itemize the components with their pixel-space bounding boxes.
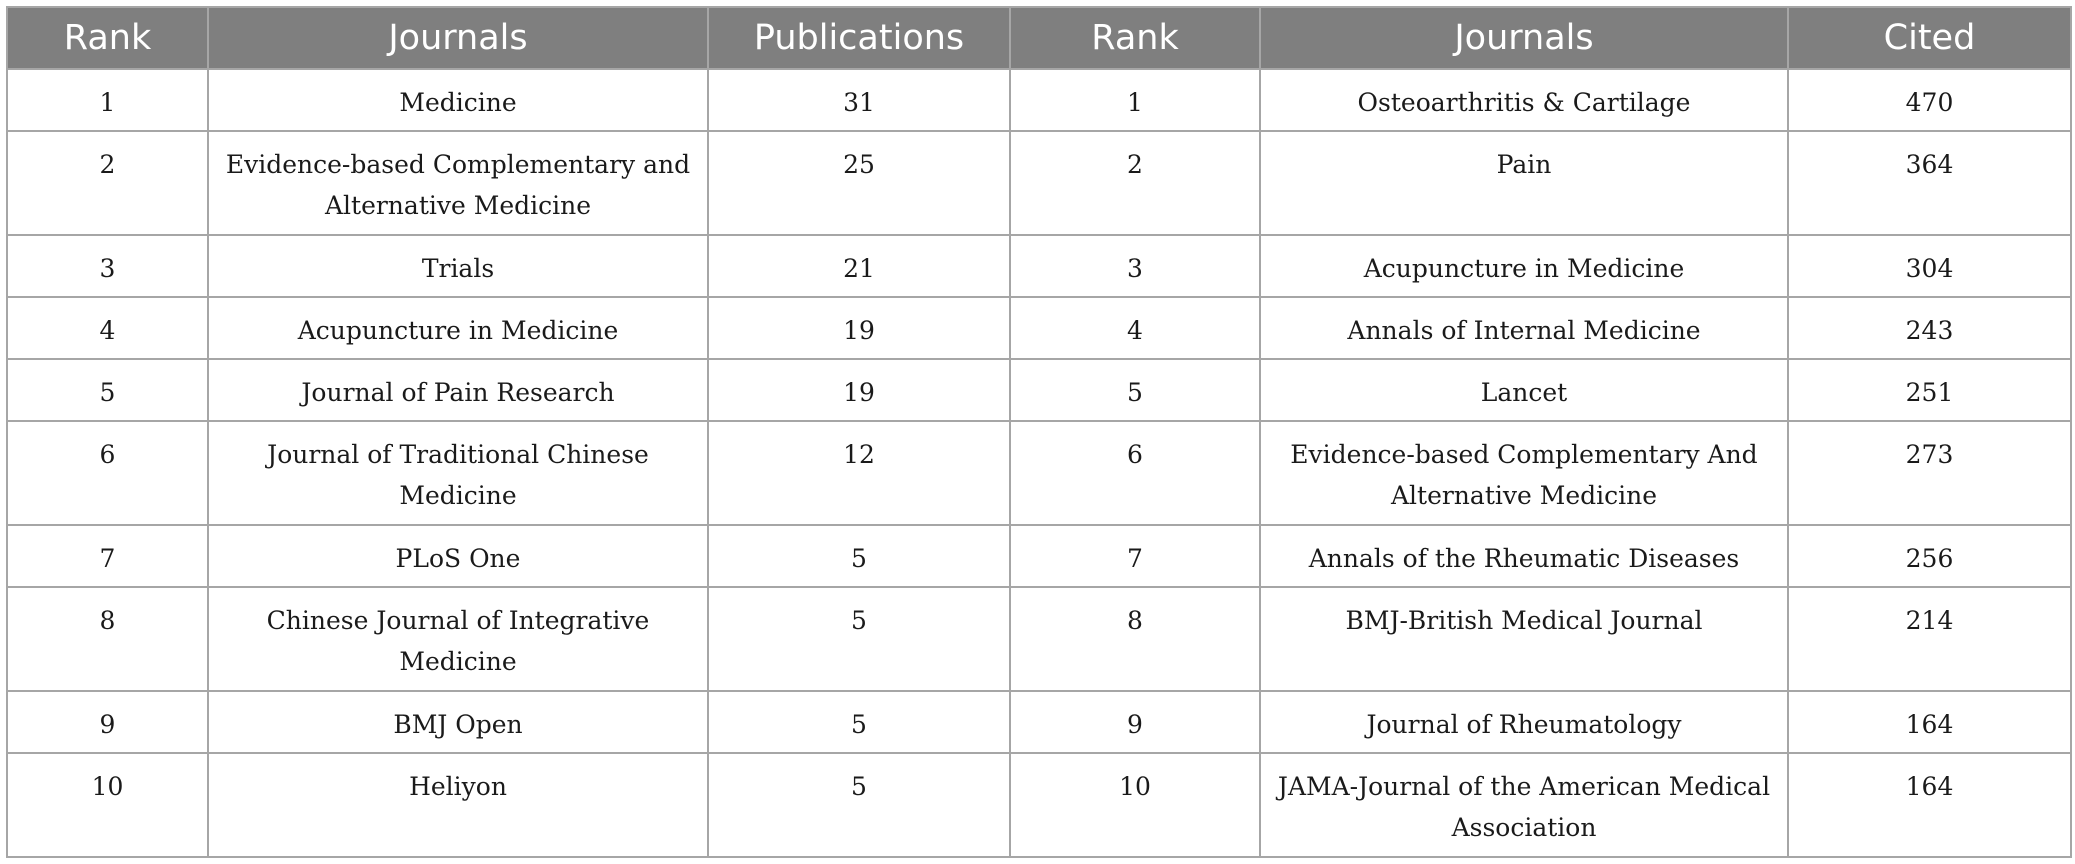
journal-cell: Heliyon [207,752,709,858]
table-row: 9 BMJ Open 5 9 Journal of Rheumatology 1… [6,690,2072,754]
header-rank: Rank [6,6,209,70]
table-row: 6 Journal of Traditional Chinese Medicin… [6,420,2072,526]
rank-cited-cell: 4 [1009,296,1261,360]
rank-cited-cell: 7 [1009,524,1261,588]
cited-cell: 164 [1787,752,2072,858]
rank-cell: 7 [6,524,209,588]
rank-cell: 5 [6,358,209,422]
table-row: 2 Evidence-based Complementary and Alter… [6,130,2072,236]
journals-table: Rank Journals Publications Rank Journals… [6,6,2072,858]
rank-cited-cell: 8 [1009,586,1261,692]
publications-cell: 21 [707,234,1011,298]
cited-cell: 273 [1787,420,2072,526]
header-rank-cited: Rank [1009,6,1261,70]
journals-table-container: Rank Journals Publications Rank Journals… [6,6,2072,858]
journal-cited-cell: JAMA-Journal of the American Medical Ass… [1259,752,1789,858]
header-publications: Publications [707,6,1011,70]
publications-cell: 12 [707,420,1011,526]
journal-cited-cell: Osteoarthritis & Cartilage [1259,68,1789,132]
table-row: 5 Journal of Pain Research 19 5 Lancet 2… [6,358,2072,422]
table-row: 8 Chinese Journal of Integrative Medicin… [6,586,2072,692]
journal-cited-cell: BMJ-British Medical Journal [1259,586,1789,692]
journal-cited-cell: Annals of Internal Medicine [1259,296,1789,360]
rank-cited-cell: 10 [1009,752,1261,858]
journal-cited-cell: Annals of the Rheumatic Diseases [1259,524,1789,588]
rank-cell: 10 [6,752,209,858]
cited-cell: 470 [1787,68,2072,132]
header-journals: Journals [207,6,709,70]
header-journals-cited: Journals [1259,6,1789,70]
rank-cited-cell: 1 [1009,68,1261,132]
rank-cell: 4 [6,296,209,360]
cited-cell: 251 [1787,358,2072,422]
journal-cell: Journal of Pain Research [207,358,709,422]
journal-cell: PLoS One [207,524,709,588]
publications-cell: 5 [707,524,1011,588]
cited-cell: 214 [1787,586,2072,692]
cited-cell: 364 [1787,130,2072,236]
journal-cited-cell: Evidence-based Complementary And Alterna… [1259,420,1789,526]
journal-cell: Acupuncture in Medicine [207,296,709,360]
rank-cited-cell: 9 [1009,690,1261,754]
publications-cell: 5 [707,586,1011,692]
journal-cited-cell: Acupuncture in Medicine [1259,234,1789,298]
header-cited: Cited [1787,6,2072,70]
journal-cell: Chinese Journal of Integrative Medicine [207,586,709,692]
rank-cell: 3 [6,234,209,298]
journal-cell: Medicine [207,68,709,132]
rank-cell: 9 [6,690,209,754]
table-row: 4 Acupuncture in Medicine 19 4 Annals of… [6,296,2072,360]
cited-cell: 164 [1787,690,2072,754]
rank-cell: 2 [6,130,209,236]
rank-cell: 6 [6,420,209,526]
publications-cell: 25 [707,130,1011,236]
rank-cited-cell: 2 [1009,130,1261,236]
table-row: 7 PLoS One 5 7 Annals of the Rheumatic D… [6,524,2072,588]
rank-cell: 8 [6,586,209,692]
journal-cited-cell: Journal of Rheumatology [1259,690,1789,754]
publications-cell: 5 [707,752,1011,858]
rank-cited-cell: 3 [1009,234,1261,298]
header-row: Rank Journals Publications Rank Journals… [6,6,2072,70]
journal-cell: Trials [207,234,709,298]
rank-cited-cell: 5 [1009,358,1261,422]
publications-cell: 5 [707,690,1011,754]
journal-cell: BMJ Open [207,690,709,754]
publications-cell: 31 [707,68,1011,132]
journal-cell: Evidence-based Complementary and Alterna… [207,130,709,236]
journal-cited-cell: Lancet [1259,358,1789,422]
table-row: 1 Medicine 31 1 Osteoarthritis & Cartila… [6,68,2072,132]
journal-cell: Journal of Traditional Chinese Medicine [207,420,709,526]
rank-cell: 1 [6,68,209,132]
cited-cell: 256 [1787,524,2072,588]
cited-cell: 243 [1787,296,2072,360]
table-row: 10 Heliyon 5 10 JAMA-Journal of the Amer… [6,752,2072,858]
publications-cell: 19 [707,296,1011,360]
rank-cited-cell: 6 [1009,420,1261,526]
journal-cited-cell: Pain [1259,130,1789,236]
cited-cell: 304 [1787,234,2072,298]
publications-cell: 19 [707,358,1011,422]
table-row: 3 Trials 21 3 Acupuncture in Medicine 30… [6,234,2072,298]
